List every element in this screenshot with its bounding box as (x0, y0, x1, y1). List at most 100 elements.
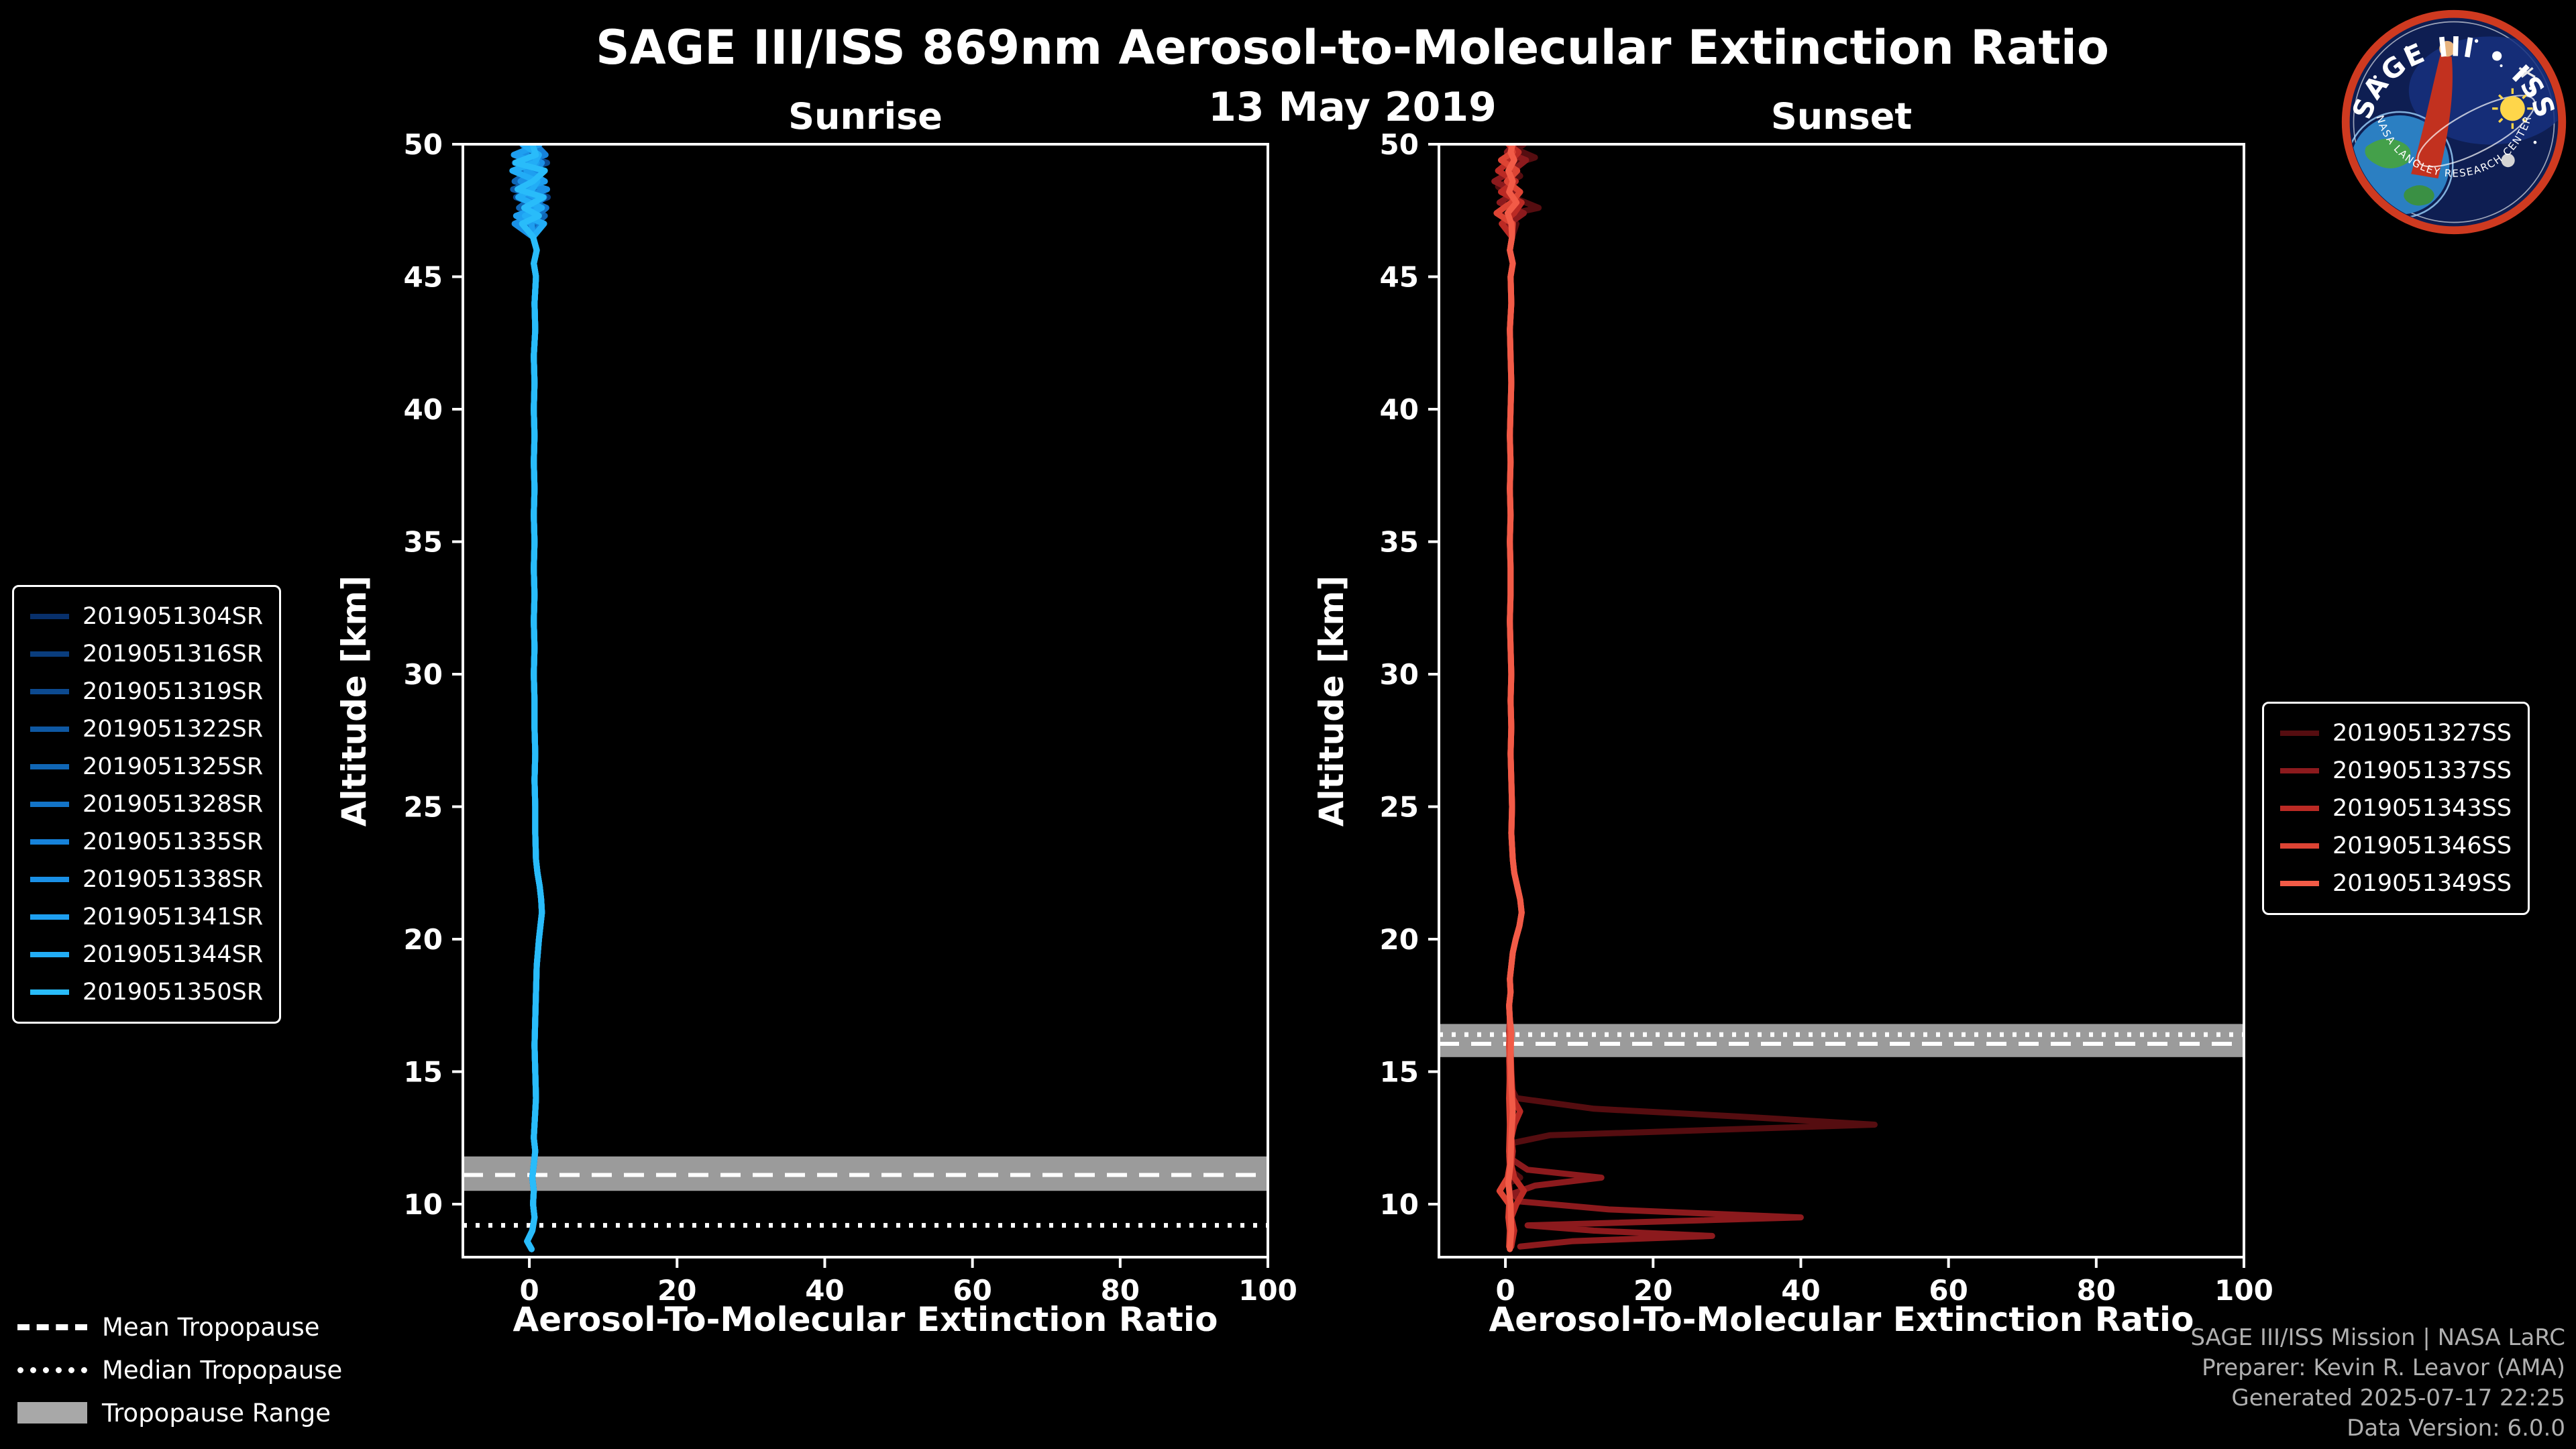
tropopause-range-band (1439, 1024, 2244, 1057)
legend-line-swatch (2280, 806, 2319, 811)
x-tick-label: 100 (2214, 1274, 2273, 1307)
legend-label: 2019051319SR (83, 678, 264, 705)
panel-title-sunrise: Sunrise (788, 95, 943, 138)
tropopause-legend-item: Mean Tropopause (17, 1309, 342, 1344)
y-tick-label: 45 (404, 261, 443, 294)
profile-line-2019051325SR (511, 144, 548, 1252)
y-tick-label: 20 (404, 923, 443, 956)
legend-label: 2019051328SR (83, 791, 264, 818)
y-tick-label: 30 (404, 658, 443, 691)
legend-line-swatch (2280, 768, 2319, 773)
credit-line: SAGE III/ISS Mission | NASA LaRC (2190, 1324, 2565, 1351)
y-tick-label: 50 (1380, 128, 1419, 161)
y-tick-label: 25 (1380, 791, 1419, 824)
profile-line-2019051349SS (1504, 144, 1525, 1252)
x-tick-label: 20 (1633, 1274, 1672, 1307)
legend-label: 2019051337SS (2332, 757, 2512, 784)
x-tick-label: 60 (1929, 1274, 1968, 1307)
legend-line-swatch (30, 989, 69, 995)
y-axis-label-sunset: Altitude [km] (1312, 576, 1351, 827)
tropopause-legend-label: Mean Tropopause (102, 1312, 320, 1342)
main-title: SAGE III/ISS 869nm Aerosol-to-Molecular … (596, 20, 2109, 75)
legend-label: 2019051350SR (83, 979, 264, 1006)
tropopause-swatch-band (17, 1402, 87, 1424)
tropopause-swatch-dotted (17, 1366, 87, 1373)
y-tick-label: 50 (404, 128, 443, 161)
tropopause-swatch-dashed (17, 1324, 87, 1330)
x-tick-label: 0 (1495, 1274, 1515, 1307)
credit-line: Data Version: 6.0.0 (2347, 1415, 2565, 1442)
x-tick-label: 40 (1781, 1274, 1820, 1307)
panel-title-sunset: Sunset (1771, 95, 1912, 138)
x-axis-label-sunrise: Aerosol-To-Molecular Extinction Ratio (513, 1300, 1218, 1339)
x-tick-label: 40 (805, 1274, 844, 1307)
logo-continent (2365, 138, 2411, 168)
y-tick-label: 10 (404, 1188, 443, 1221)
legend-item: 2019051319SR (30, 673, 263, 710)
logo-figure (2411, 54, 2453, 178)
legend-label: 2019051304SR (83, 603, 264, 630)
tropopause-legend-item: Median Tropopause (17, 1352, 342, 1387)
x-tick-label: 80 (1101, 1274, 1140, 1307)
legend-line-swatch (30, 952, 69, 957)
legend-item: 2019051343SS (2280, 790, 2512, 827)
profile-line-2019051341SR (511, 144, 548, 1252)
legend-line-swatch (30, 651, 69, 657)
profile-line-2019051344SR (509, 144, 547, 1252)
legend-line-swatch (2280, 881, 2319, 886)
credits-block: SAGE III/ISS Mission | NASA LaRC Preparer… (2190, 1323, 2565, 1444)
legend-item: 2019051337SS (2280, 752, 2512, 790)
tropopause-legend-label: Tropopause Range (102, 1398, 331, 1428)
profile-line-2019051350SR (512, 144, 548, 1252)
y-tick-label: 45 (1380, 261, 1419, 294)
x-tick-label: 0 (519, 1274, 539, 1307)
legend-item: 2019051349SS (2280, 865, 2512, 902)
legend-label: 2019051325SR (83, 753, 264, 780)
legend-item: 2019051350SR (30, 973, 263, 1011)
legend-line-swatch (30, 877, 69, 882)
y-tick-label: 40 (404, 393, 443, 426)
tropopause-legend: Mean Tropopause Median Tropopause Tropopau… (17, 1309, 342, 1430)
legend-line-swatch (2280, 731, 2319, 736)
x-tick-label: 80 (2077, 1274, 2116, 1307)
sage-iii-iss-logo: SAGE III • ISS NASA LANGLEY RESEARCH CEN… (2341, 9, 2567, 235)
legend-line-swatch (30, 689, 69, 694)
y-tick-label: 15 (1380, 1056, 1419, 1089)
logo-continent-2 (2404, 185, 2434, 206)
legend-line-swatch (30, 839, 69, 845)
sunrise-legend: 2019051304SR 2019051316SR 2019051319SR 2019… (12, 585, 282, 1024)
legend-label: 2019051343SS (2332, 795, 2512, 822)
y-tick-label: 30 (1380, 658, 1419, 691)
legend-item: 2019051344SR (30, 936, 263, 973)
tropopause-legend-label: Median Tropopause (102, 1355, 343, 1385)
legend-line-swatch (30, 914, 69, 920)
legend-line-swatch (30, 764, 69, 769)
sunrise-panel: 0 20 40 60 80 100 10 15 20 25 30 35 40 45 50 (404, 128, 1297, 1307)
sunset-legend: 2019051327SS 2019051337SS 2019051343SS 2019… (2262, 702, 2530, 915)
logo-figure-head (2439, 41, 2455, 57)
x-tick-label: 100 (1238, 1274, 1297, 1307)
y-tick-label: 35 (404, 526, 443, 559)
profile-line-2019051338SR (511, 144, 550, 1252)
profile-line-2019051328SR (513, 144, 549, 1252)
legend-label: 2019051338SR (83, 866, 264, 893)
y-tick-label: 40 (1380, 393, 1419, 426)
legend-item: 2019051316SR (30, 635, 263, 673)
legend-item: 2019051325SR (30, 748, 263, 786)
profile-line-2019051304SR (511, 144, 549, 1252)
legend-label: 2019051316SR (83, 641, 264, 667)
credit-line: Generated 2025-07-17 22:25 (2231, 1385, 2565, 1411)
y-axis-label-sunrise: Altitude [km] (335, 576, 374, 827)
x-tick-label: 60 (953, 1274, 991, 1307)
date-subtitle: 13 May 2019 (1208, 84, 1497, 131)
logo-moon (2501, 154, 2515, 168)
y-tick-label: 25 (404, 791, 443, 824)
legend-line-swatch (30, 727, 69, 732)
legend-label: 2019051335SR (83, 828, 264, 855)
legend-item: 2019051335SR (30, 823, 263, 861)
x-axis-label-sunset: Aerosol-To-Molecular Extinction Ratio (1489, 1300, 2194, 1339)
legend-label: 2019051346SS (2332, 833, 2512, 859)
legend-item: 2019051341SR (30, 898, 263, 936)
sunset-panel: 0 20 40 60 80 100 10 15 20 25 30 35 40 45 50 (1380, 128, 2273, 1307)
